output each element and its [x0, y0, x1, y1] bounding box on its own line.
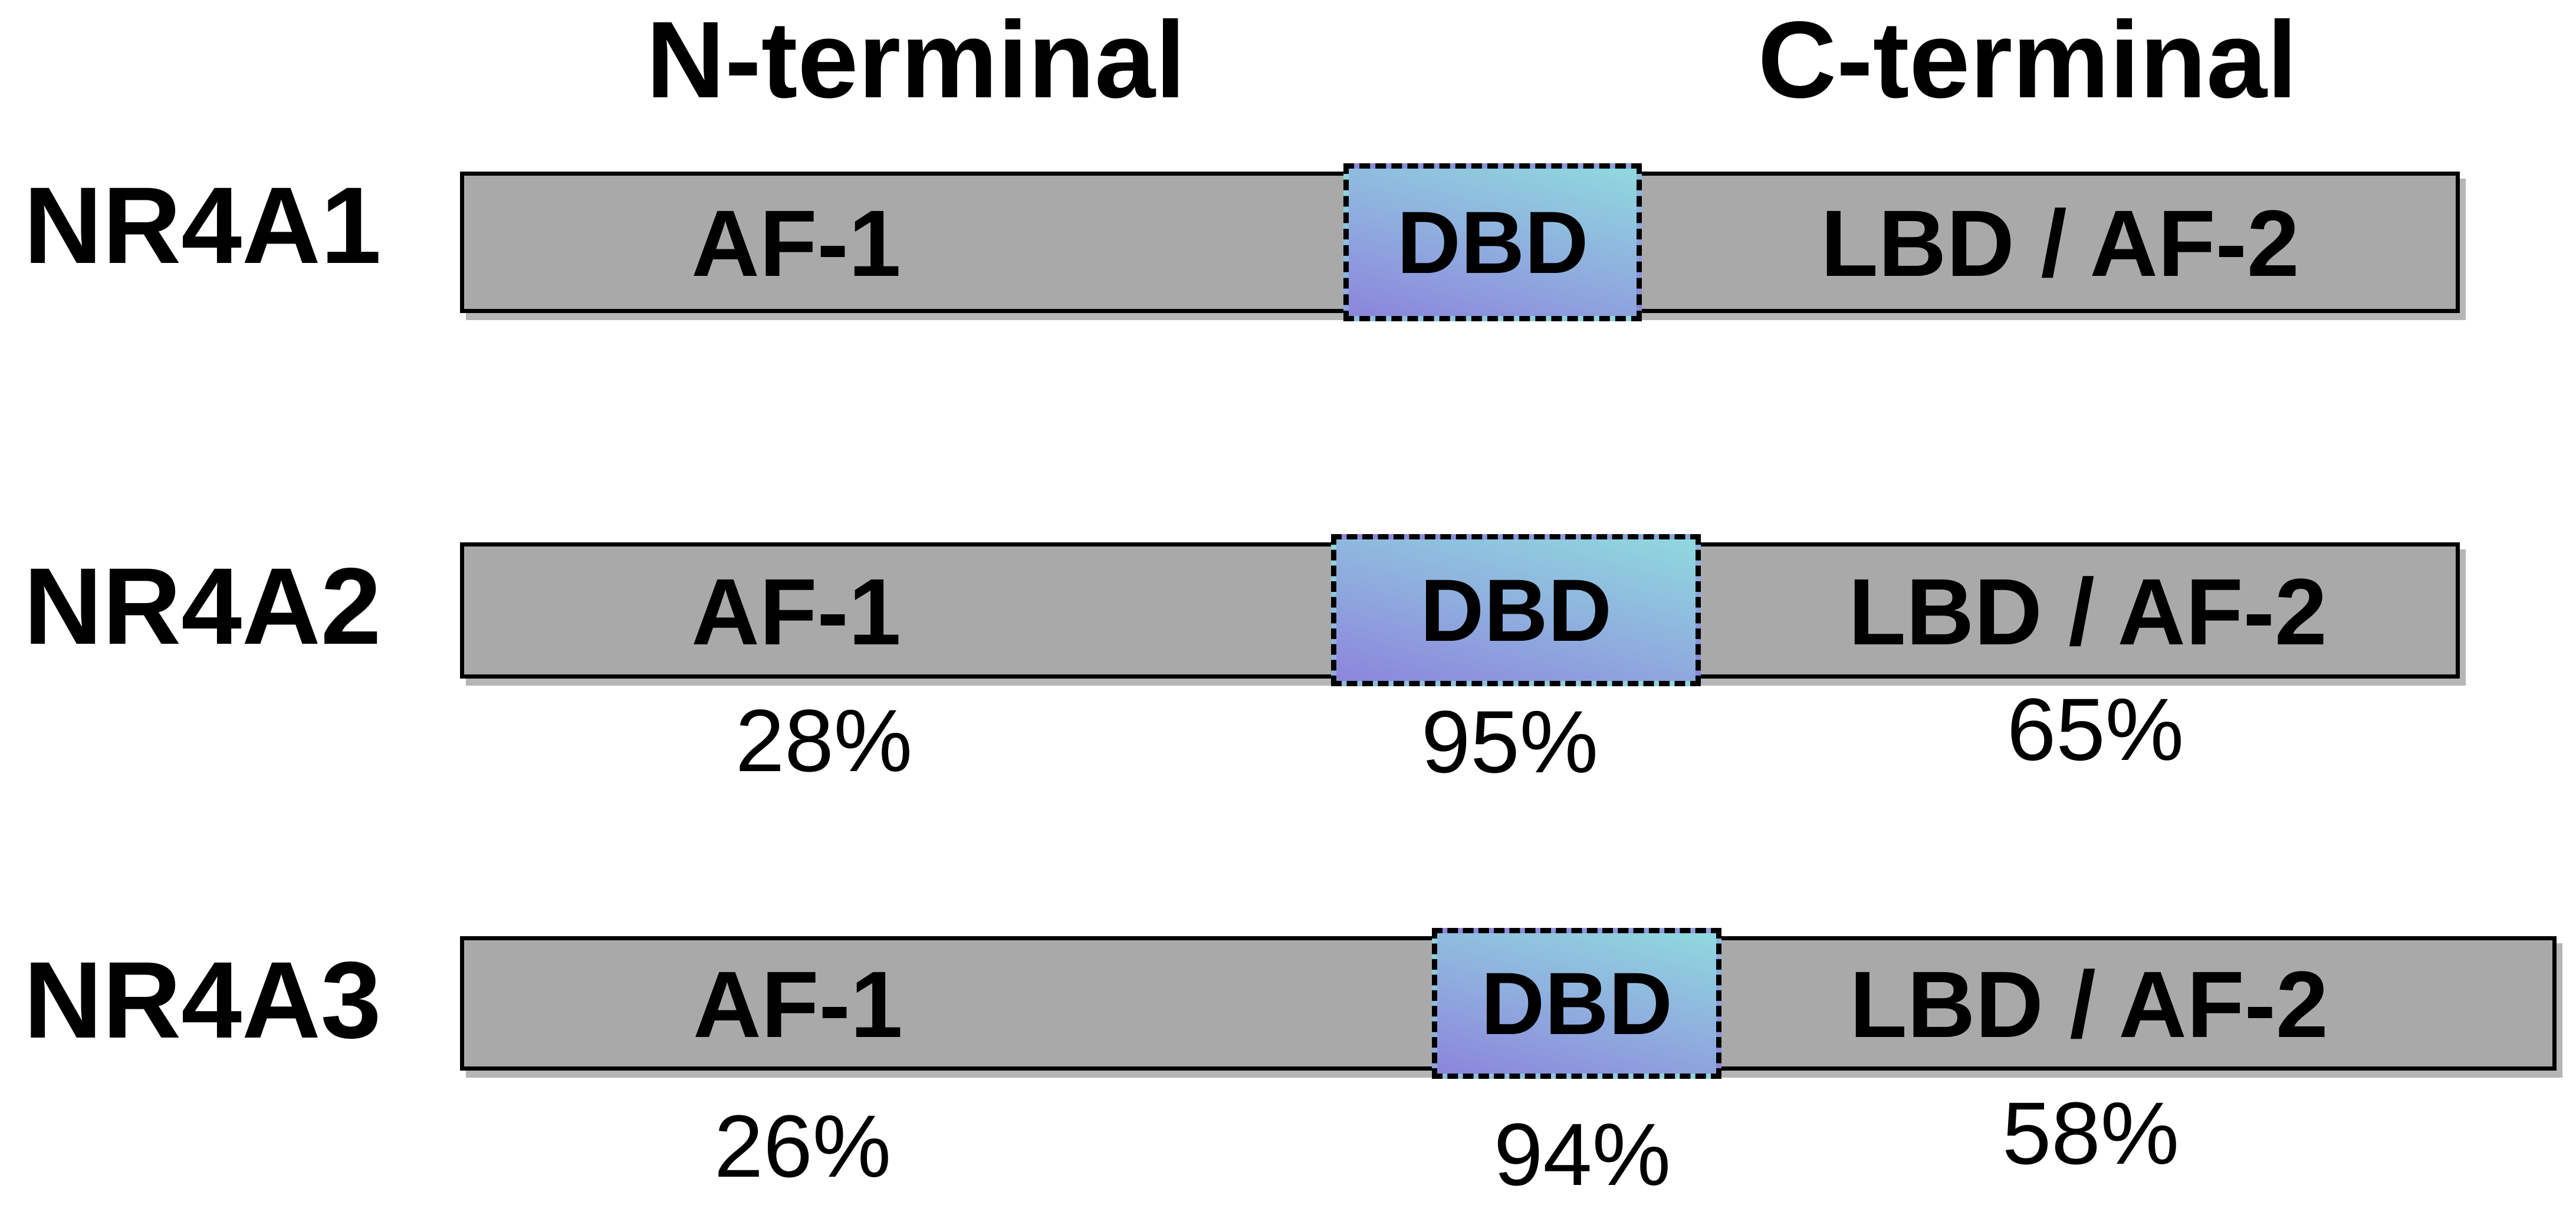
af1-domain-label-nr4a2: AF-1: [691, 559, 901, 664]
af1-domain-label-nr4a1: AF-1: [691, 190, 901, 296]
row-label-nr4a1: NR4A1: [24, 165, 382, 287]
row-label-nr4a2: NR4A2: [24, 546, 382, 667]
identity-percent-af1-nr4a3: 26%: [714, 1097, 892, 1196]
identity-percent-lbd-nr4a2: 65%: [2006, 680, 2184, 779]
dbd-domain-box-nr4a1: DBD: [1343, 163, 1642, 321]
identity-percent-dbd-nr4a3: 94%: [1493, 1105, 1671, 1204]
row-label-nr4a3: NR4A3: [24, 940, 382, 1061]
lbd-af2-domain-label-nr4a1: LBD / AF-2: [1821, 190, 2299, 296]
column-header-c-terminal: C-terminal: [1757, 0, 2298, 121]
af1-domain-label-nr4a3: AF-1: [693, 952, 903, 1057]
column-header-n-terminal: N-terminal: [646, 0, 1186, 121]
dbd-domain-box-nr4a2: DBD: [1331, 534, 1701, 686]
identity-percent-lbd-nr4a3: 58%: [2002, 1084, 2180, 1183]
dbd-domain-box-nr4a3: DBD: [1432, 928, 1721, 1079]
lbd-af2-domain-label-nr4a2: LBD / AF-2: [1848, 559, 2327, 664]
identity-percent-dbd-nr4a2: 95%: [1421, 692, 1599, 791]
lbd-af2-domain-label-nr4a3: LBD / AF-2: [1849, 952, 2328, 1057]
identity-percent-af1-nr4a2: 28%: [735, 691, 913, 790]
